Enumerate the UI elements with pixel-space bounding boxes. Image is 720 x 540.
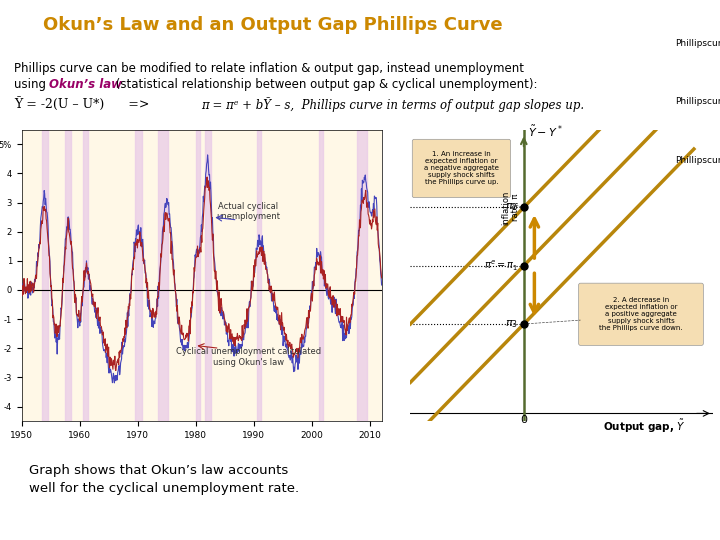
Text: Okun’s Law and an Output Gap Phillips Curve: Okun’s Law and an Output Gap Phillips Cu… <box>43 16 503 34</box>
Text: 2. A decrease in
expected inflation or
a positive aggregate
supply shock shifts
: 2. A decrease in expected inflation or a… <box>599 298 683 331</box>
Bar <box>319 130 323 421</box>
Bar <box>196 130 200 421</box>
Bar <box>83 130 89 421</box>
Text: Okun’s law: Okun’s law <box>49 78 122 91</box>
Text: Actual cyclical
unemployment: Actual cyclical unemployment <box>217 201 280 221</box>
Text: using: using <box>14 78 50 91</box>
Bar <box>158 130 168 421</box>
Text: inflation
rate, π: inflation rate, π <box>501 190 521 225</box>
Bar <box>65 130 71 421</box>
Bar <box>42 130 48 421</box>
Bar <box>357 130 367 421</box>
Text: $\pi_3$: $\pi_3$ <box>505 318 518 330</box>
Text: 0: 0 <box>521 415 527 425</box>
Text: $\tilde{Y} - Y^*$: $\tilde{Y} - Y^*$ <box>528 124 563 139</box>
Text: Phillipscurve₁: Phillipscurve₁ <box>675 97 720 106</box>
Text: Ỹ = -2(U – U*)      =>: Ỹ = -2(U – U*) => <box>14 97 150 111</box>
Text: Cyclical unemployment calculated
using Okun's law: Cyclical unemployment calculated using O… <box>176 347 321 367</box>
FancyBboxPatch shape <box>413 139 510 198</box>
FancyBboxPatch shape <box>579 283 703 346</box>
Text: (statistical relationship between output gap & cyclical unemployment):: (statistical relationship between output… <box>112 78 537 91</box>
Text: Output gap, $\tilde{Y}$: Output gap, $\tilde{Y}$ <box>603 418 686 435</box>
Text: $\pi^e = \pi_1$: $\pi^e = \pi_1$ <box>484 259 518 273</box>
Text: 1. An increase in
expected inflation or
a negative aggregate
supply shock shifts: 1. An increase in expected inflation or … <box>424 151 499 185</box>
Bar <box>257 130 261 421</box>
Bar <box>204 130 212 421</box>
Text: Phillipscurve₀: Phillipscurve₀ <box>675 156 720 165</box>
Bar <box>135 130 142 421</box>
Text: Phillips curve can be modified to relate inflation & output gap, instead unemplo: Phillips curve can be modified to relate… <box>14 62 524 75</box>
Text: Graph shows that Okun’s law accounts
well for the cyclical unemployment rate.: Graph shows that Okun’s law accounts wel… <box>29 464 299 495</box>
Text: $\pi_2$: $\pi_2$ <box>505 201 518 213</box>
Text: π = πᵉ + bỸ – s,  Phillips curve in terms of output gap slopes up.: π = πᵉ + bỸ – s, Phillips curve in terms… <box>202 97 585 112</box>
Text: Phillipscurve₂: Phillipscurve₂ <box>675 39 720 48</box>
